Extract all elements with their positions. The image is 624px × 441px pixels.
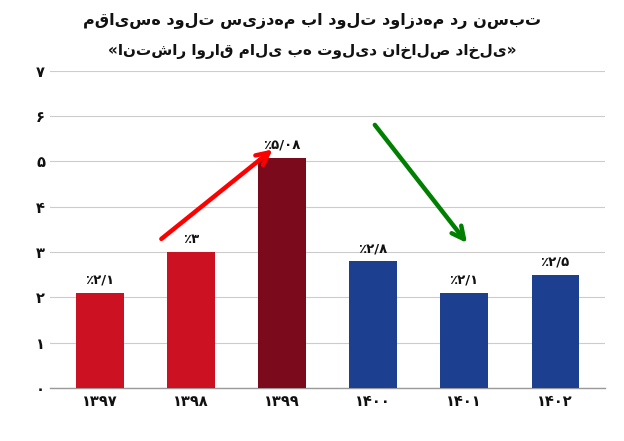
Bar — [167, 252, 215, 388]
Text: ٪۵/۰۸: ٪۵/۰۸ — [263, 139, 301, 152]
Text: ٪۳: ٪۳ — [183, 233, 199, 246]
Text: ٪۲/۱: ٪۲/۱ — [85, 274, 115, 287]
Bar — [76, 293, 124, 388]
Bar — [349, 261, 397, 388]
Text: «انتشار اوراق مالی به تولید ناخالص داخلی»: «انتشار اوراق مالی به تولید ناخالص داخلی… — [108, 44, 516, 59]
Text: مقایسه دولت سیزدهم با دولت دوازدهم در نسبت: مقایسه دولت سیزدهم با دولت دوازدهم در نس… — [83, 13, 541, 29]
Bar — [532, 275, 579, 388]
Text: ٪۲/۱: ٪۲/۱ — [450, 274, 479, 287]
Bar — [441, 293, 488, 388]
Bar — [258, 157, 306, 388]
Text: ٪۲/۸: ٪۲/۸ — [359, 242, 388, 255]
Text: ٪۲/۵: ٪۲/۵ — [540, 256, 570, 269]
